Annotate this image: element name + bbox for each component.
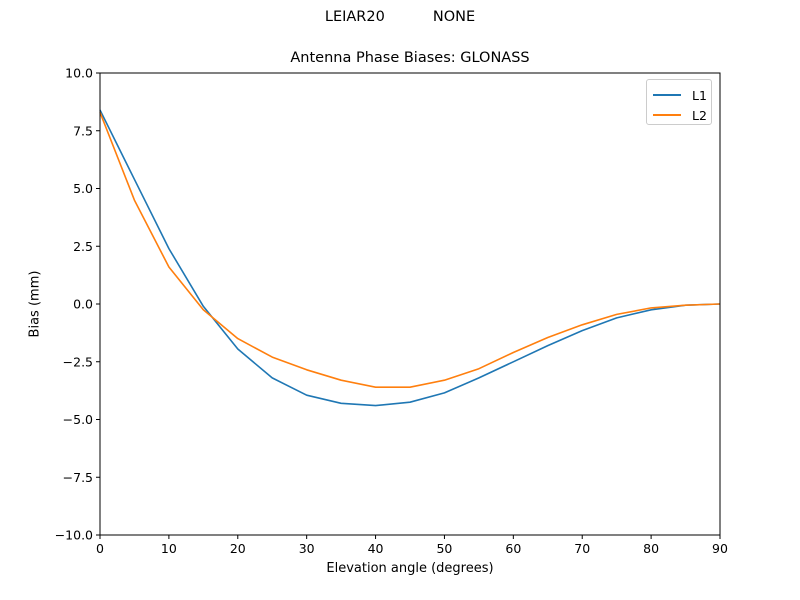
y-tick-label: 7.5 bbox=[73, 123, 93, 138]
x-tick-label: 90 bbox=[712, 541, 728, 556]
plot-lines bbox=[99, 109, 721, 407]
legend-swatch-l1 bbox=[653, 94, 681, 96]
series-line-l2 bbox=[99, 112, 721, 389]
legend-item-l2: L2 bbox=[653, 107, 707, 123]
series-line-l1 bbox=[99, 109, 721, 407]
legend-label-l1: L1 bbox=[692, 87, 707, 103]
antenna-name: LEIAR20 bbox=[324, 9, 385, 25]
x-tick-label: 60 bbox=[505, 541, 521, 556]
x-tick-label: 20 bbox=[230, 541, 246, 556]
x-tick-label: 40 bbox=[368, 541, 384, 556]
y-tick-label: −10.0 bbox=[55, 528, 93, 543]
y-axis-ticks: −10.0 −7.5 −5.0 −2.5 0.0 2.5 5.0 7.5 10.0 bbox=[55, 66, 100, 543]
y-tick-label: 0.0 bbox=[73, 297, 93, 312]
x-tick-label: 30 bbox=[299, 541, 315, 556]
x-axis-label: Elevation angle (degrees) bbox=[326, 561, 494, 576]
y-tick-label: 5.0 bbox=[73, 181, 93, 196]
legend-label-l2: L2 bbox=[692, 107, 707, 123]
axes-frame bbox=[99, 72, 721, 536]
figure-suptitle: LEIAR20 NONE bbox=[0, 9, 800, 25]
x-tick-label: 80 bbox=[643, 541, 659, 556]
y-tick-label: 10.0 bbox=[65, 66, 93, 81]
y-axis-label: Bias (mm) bbox=[27, 270, 43, 338]
legend-swatch-l2 bbox=[653, 114, 681, 116]
y-tick-label: −7.5 bbox=[63, 470, 93, 485]
x-axis-ticks: 0 10 20 30 40 50 60 70 80 90 bbox=[96, 535, 728, 556]
chart-title: Antenna Phase Biases: GLONASS bbox=[290, 50, 530, 66]
x-tick-label: 0 bbox=[96, 541, 104, 556]
y-tick-label: −5.0 bbox=[63, 412, 93, 427]
y-tick-label: −2.5 bbox=[63, 354, 93, 369]
x-tick-label: 10 bbox=[161, 541, 177, 556]
x-tick-label: 70 bbox=[574, 541, 590, 556]
legend-item-l1: L1 bbox=[653, 87, 707, 103]
y-tick-label: 2.5 bbox=[73, 239, 93, 254]
x-tick-label: 50 bbox=[436, 541, 452, 556]
legend: L1 L2 bbox=[646, 79, 712, 125]
radome-name: NONE bbox=[432, 9, 476, 25]
